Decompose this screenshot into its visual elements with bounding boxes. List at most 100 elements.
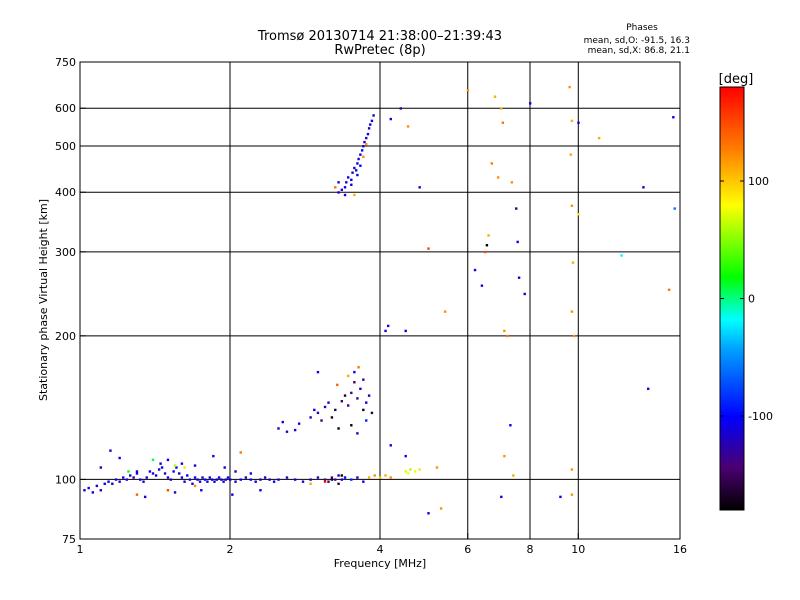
data-point xyxy=(188,478,192,481)
data-point xyxy=(222,480,225,483)
data-point xyxy=(129,474,132,477)
data-point xyxy=(487,234,490,237)
data-point xyxy=(356,162,359,165)
data-point xyxy=(570,468,574,471)
data-point xyxy=(570,493,574,496)
data-point xyxy=(373,474,376,477)
data-point xyxy=(406,472,410,475)
data-points xyxy=(83,85,676,515)
y-tick-label: 600 xyxy=(55,102,76,115)
data-point xyxy=(337,474,340,477)
data-point xyxy=(327,401,330,404)
data-point xyxy=(177,472,181,475)
data-point xyxy=(399,107,403,110)
data-point xyxy=(132,476,135,479)
data-point xyxy=(346,404,350,407)
data-point xyxy=(229,478,232,481)
data-point xyxy=(367,394,371,397)
data-point xyxy=(154,474,158,477)
data-point xyxy=(404,454,407,458)
data-point xyxy=(217,476,221,479)
data-point xyxy=(439,507,443,510)
data-point xyxy=(359,153,362,156)
data-point xyxy=(500,107,503,110)
data-point xyxy=(620,254,623,257)
data-point xyxy=(263,476,267,479)
data-point xyxy=(201,476,204,479)
data-point xyxy=(372,114,375,117)
data-point xyxy=(353,370,356,374)
data-point xyxy=(313,408,316,412)
data-point xyxy=(259,478,262,481)
data-point xyxy=(142,480,145,483)
data-point xyxy=(406,125,410,128)
data-point xyxy=(409,468,412,471)
data-point xyxy=(323,405,327,409)
data-point xyxy=(118,480,121,483)
data-point xyxy=(316,370,320,374)
data-point xyxy=(362,144,365,148)
data-point xyxy=(99,466,103,469)
data-point xyxy=(350,391,353,395)
data-point xyxy=(220,478,223,481)
data-point xyxy=(320,419,323,422)
data-point xyxy=(223,466,226,469)
data-point xyxy=(277,427,280,430)
data-point xyxy=(363,140,366,144)
data-point xyxy=(139,478,142,481)
data-point xyxy=(343,476,347,479)
y-axis-ticks: 750 600 500 400 300 200 100 75 xyxy=(55,56,86,546)
data-point xyxy=(285,430,289,433)
colorbar-tick-label: 0 xyxy=(748,293,755,306)
data-point xyxy=(384,474,387,477)
data-point xyxy=(268,478,271,481)
data-point xyxy=(516,240,519,244)
data-point xyxy=(323,478,327,481)
data-point xyxy=(367,476,371,479)
data-point xyxy=(337,191,340,194)
data-point xyxy=(337,181,340,184)
data-point xyxy=(529,102,532,105)
data-point xyxy=(512,474,515,477)
data-point xyxy=(350,183,353,186)
data-point xyxy=(500,495,503,499)
colorbar-label: [deg] xyxy=(719,72,754,87)
data-point xyxy=(215,478,219,481)
data-point xyxy=(673,207,676,210)
data-point xyxy=(366,132,370,136)
data-point xyxy=(244,476,248,479)
data-point xyxy=(297,422,301,425)
data-point xyxy=(309,478,312,481)
data-point xyxy=(340,478,344,481)
data-point xyxy=(334,408,337,412)
data-point xyxy=(143,495,147,499)
data-point xyxy=(337,427,340,430)
data-point xyxy=(389,117,392,121)
y-tick-label: 300 xyxy=(55,246,76,259)
data-point xyxy=(95,484,99,488)
data-point xyxy=(239,451,242,454)
data-point xyxy=(356,173,359,177)
data-point xyxy=(293,428,297,432)
y-tick-label: 75 xyxy=(62,533,76,546)
data-point xyxy=(231,493,234,496)
data-point xyxy=(427,512,430,515)
data-point xyxy=(91,491,95,494)
data-point xyxy=(362,408,365,412)
x-tick-label: 10 xyxy=(571,543,585,556)
y-tick-label: 400 xyxy=(55,186,76,199)
data-point xyxy=(646,387,650,391)
data-point xyxy=(597,136,601,140)
data-point xyxy=(281,420,284,424)
data-point xyxy=(109,449,112,452)
data-point xyxy=(175,466,178,469)
data-point xyxy=(523,292,526,296)
data-point xyxy=(367,127,371,130)
data-point xyxy=(359,164,362,167)
data-point xyxy=(259,489,262,492)
data-point xyxy=(350,478,353,481)
data-point xyxy=(384,329,387,333)
data-point xyxy=(169,478,173,481)
data-point xyxy=(135,470,139,473)
data-point xyxy=(359,387,362,391)
